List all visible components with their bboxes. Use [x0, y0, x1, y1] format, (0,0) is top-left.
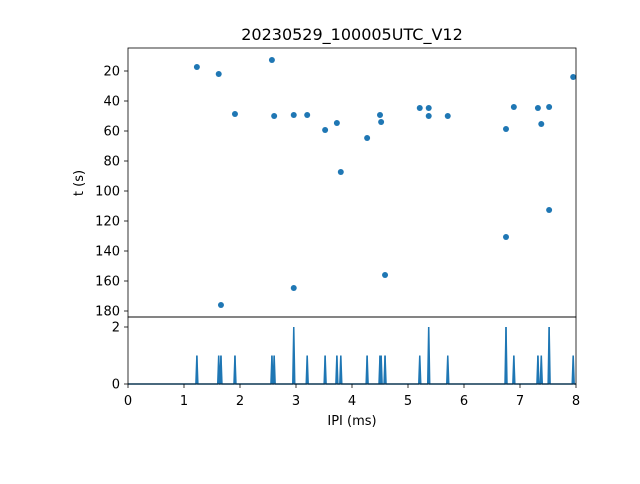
- scatter-point: [444, 113, 451, 119]
- scatter-point: [290, 111, 297, 118]
- y-tick-label: 2: [112, 321, 120, 336]
- scatter-point: [416, 105, 423, 112]
- scatter-point: [231, 111, 238, 118]
- scatter-point: [382, 272, 389, 278]
- scatter-point: [193, 63, 200, 70]
- y-tick-label: 60: [103, 125, 120, 140]
- scatter-point: [503, 126, 509, 133]
- scatter-point: [304, 111, 311, 118]
- y-axis-label: t (s): [72, 170, 87, 196]
- scatter-point: [322, 126, 329, 133]
- scatter-point: [425, 105, 432, 112]
- x-tick-label: 8: [572, 394, 580, 409]
- chart-title: 20230529_100005UTC_V12: [241, 25, 463, 45]
- scatter-point: [337, 168, 344, 175]
- scatter-point: [333, 120, 340, 127]
- scatter-point: [215, 71, 222, 77]
- y-tick-label: 0: [112, 378, 120, 393]
- y-tick-label: 20: [103, 65, 120, 80]
- scatter-point: [271, 113, 278, 119]
- x-axis-label: IPI (ms): [327, 414, 376, 429]
- y-tick-label: 80: [103, 155, 120, 170]
- scatter-point: [510, 104, 517, 110]
- scatter-point: [290, 285, 297, 292]
- scatter-point: [217, 302, 224, 308]
- scatter-point: [378, 119, 385, 125]
- x-tick-label: 4: [348, 394, 356, 409]
- scatter-point: [268, 57, 275, 64]
- bottom-axes-frame: [127, 316, 577, 385]
- x-tick-label: 6: [460, 394, 468, 409]
- x-tick-label: 0: [124, 394, 132, 409]
- scatter-point: [425, 113, 432, 119]
- y-tick-label: 100: [95, 185, 120, 200]
- scatter-point: [534, 105, 541, 112]
- y-tick-label: 40: [103, 95, 120, 110]
- x-tick-label: 2: [236, 394, 244, 409]
- x-tick-label: 3: [292, 394, 300, 409]
- scatter-point: [377, 111, 383, 118]
- x-tick-label: 5: [404, 394, 412, 409]
- y-tick-label: 160: [95, 275, 120, 290]
- scatter-point: [546, 207, 553, 214]
- y-tick-label: 120: [95, 215, 120, 230]
- histogram-line: [128, 326, 576, 385]
- y-tick-label: 180: [95, 305, 120, 320]
- scatter-point: [538, 120, 545, 127]
- scatter-point: [364, 135, 371, 142]
- scatter-point: [503, 234, 509, 241]
- scatter-point: [546, 104, 553, 110]
- scatter-point: [570, 74, 577, 80]
- top-axes-frame: [127, 47, 577, 318]
- y-tick-label: 140: [95, 245, 120, 260]
- x-tick-label: 7: [516, 394, 524, 409]
- x-tick-label: 1: [180, 394, 188, 409]
